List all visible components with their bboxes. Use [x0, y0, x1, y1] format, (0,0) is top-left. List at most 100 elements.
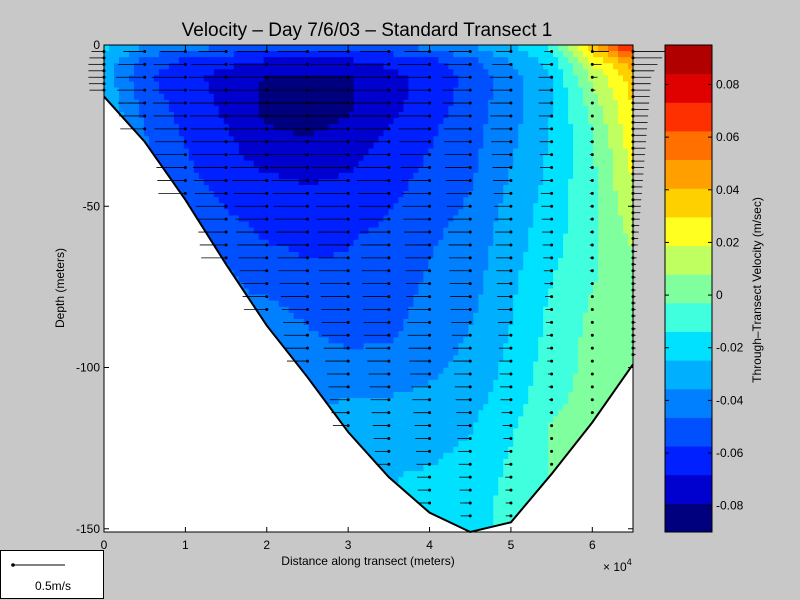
measurement-point	[509, 49, 513, 53]
colorbar-swatch	[665, 245, 712, 275]
x-tick-label: 4	[426, 538, 433, 552]
measurement-point	[509, 501, 513, 505]
measurement-point	[509, 256, 513, 260]
measurement-point	[509, 101, 513, 105]
measurement-point	[428, 501, 432, 505]
measurement-point	[590, 153, 594, 157]
measurement-point	[428, 282, 432, 286]
measurement-point	[590, 204, 594, 208]
measurement-point	[509, 398, 513, 402]
measurement-point	[428, 359, 432, 363]
measurement-point	[550, 153, 554, 157]
measurement-point	[550, 127, 554, 131]
measurement-point	[428, 372, 432, 376]
y-tick-label: -150	[76, 522, 100, 536]
measurement-point	[590, 62, 594, 66]
measurement-point	[509, 230, 513, 234]
measurement-point	[387, 398, 391, 402]
colorbar-swatch	[665, 159, 712, 189]
measurement-point	[224, 178, 228, 182]
measurement-point	[387, 101, 391, 105]
measurement-point	[346, 178, 350, 182]
measurement-point	[550, 282, 554, 286]
x-multiplier-base: × 10	[603, 560, 627, 574]
measurement-point	[468, 178, 472, 182]
colorbar-swatch	[665, 417, 712, 447]
measurement-point	[468, 436, 472, 440]
measurement-point	[550, 307, 554, 311]
measurement-point	[346, 153, 350, 157]
measurement-point	[428, 475, 432, 479]
measurement-point	[509, 385, 513, 389]
measurement-point	[387, 49, 391, 53]
measurement-point	[468, 204, 472, 208]
measurement-point	[387, 230, 391, 234]
plot-frame	[103, 44, 634, 533]
measurement-point	[265, 49, 269, 53]
measurement-point	[387, 424, 391, 428]
measurement-point	[387, 166, 391, 170]
measurement-point	[550, 243, 554, 247]
x-tick-label: 6	[589, 538, 596, 552]
measurement-point	[143, 114, 147, 118]
measurement-point	[550, 372, 554, 376]
measurement-point	[509, 243, 513, 247]
measurement-point	[346, 88, 350, 92]
measurement-point	[387, 282, 391, 286]
colorbar-tick-label: -0.04	[716, 393, 744, 407]
measurement-point	[305, 282, 309, 286]
seabed-profile-line	[103, 95, 634, 534]
measurement-point	[468, 346, 472, 350]
scale-vector-legend: 0.5m/s	[0, 550, 104, 599]
measurement-point	[550, 62, 554, 66]
measurement-point	[346, 127, 350, 131]
measurement-point	[305, 333, 309, 337]
measurement-point	[550, 191, 554, 195]
measurement-point	[468, 462, 472, 466]
measurement-point	[590, 333, 594, 337]
measurement-point	[346, 75, 350, 79]
measurement-point	[346, 256, 350, 260]
colorbar-swatch	[665, 216, 712, 247]
measurement-point	[224, 256, 228, 260]
measurement-point	[224, 153, 228, 157]
measurement-point	[346, 385, 350, 389]
measurement-point	[509, 127, 513, 131]
x-multiplier-exponent: 4	[627, 557, 632, 567]
measurement-point	[590, 127, 594, 131]
axes: 0 1 2 3 4 5 6 0 -50 -100 -150	[76, 38, 634, 552]
measurement-point	[468, 333, 472, 337]
measurement-point	[346, 114, 350, 118]
measurement-point	[590, 140, 594, 144]
measurement-point	[305, 153, 309, 157]
measurement-point	[265, 62, 269, 66]
measurement-point	[224, 62, 228, 66]
measurement-point	[346, 101, 350, 105]
measurement-point	[590, 372, 594, 376]
scale-arrow	[11, 563, 65, 567]
measurement-point	[387, 127, 391, 131]
x-tick-label: 3	[345, 538, 352, 552]
measurement-point	[183, 49, 187, 53]
measurement-point	[346, 230, 350, 234]
measurement-point	[590, 88, 594, 92]
measurement-point	[387, 140, 391, 144]
measurement-point	[468, 359, 472, 363]
measurement-point	[428, 101, 432, 105]
measurement-point	[468, 282, 472, 286]
measurement-point	[509, 436, 513, 440]
measurement-point	[265, 140, 269, 144]
measurement-point	[468, 88, 472, 92]
measurement-point	[387, 320, 391, 324]
measurement-point	[428, 269, 432, 273]
colorbar-swatch	[665, 503, 712, 533]
measurement-point	[143, 88, 147, 92]
x-axis-label: Distance along transect (meters)	[281, 554, 454, 568]
colorbar-frame	[664, 44, 713, 533]
measurement-point	[305, 269, 309, 273]
measurement-point	[346, 359, 350, 363]
measurement-point	[468, 62, 472, 66]
measurement-point	[428, 436, 432, 440]
measurement-point	[509, 153, 513, 157]
